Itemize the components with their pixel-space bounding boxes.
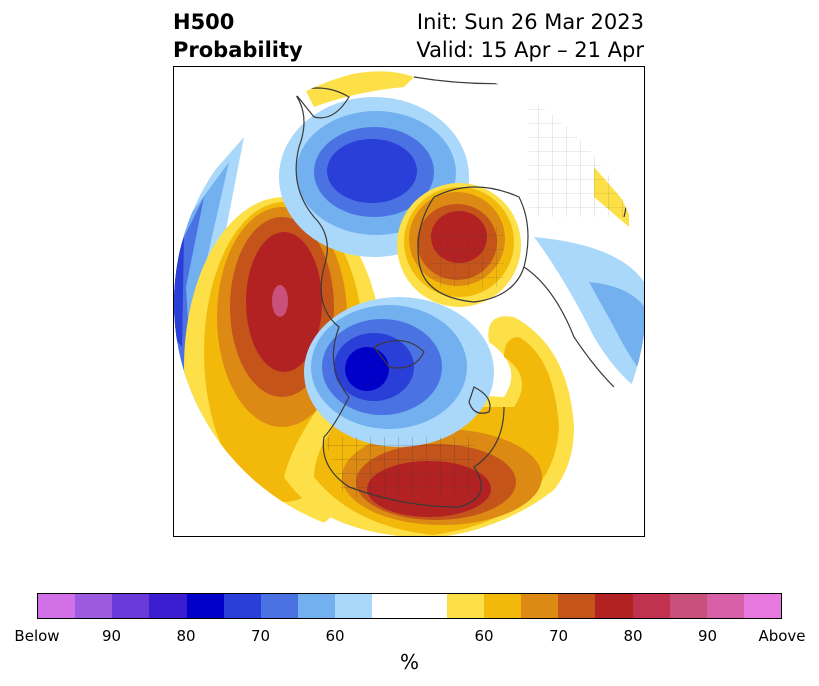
colorbar-segment: [706, 594, 744, 618]
colorbar-unit: %: [399, 650, 419, 674]
colorbar-segment: [75, 594, 113, 618]
tick-label: 70: [548, 627, 569, 645]
colorbar-segment: [409, 594, 447, 618]
colorbar-segment: [446, 594, 484, 618]
tick-label: 90: [697, 627, 718, 645]
colorbar-segment: [112, 594, 150, 618]
map-title: H500 Probability: [173, 8, 303, 64]
colorbar-segment: [298, 594, 336, 618]
colorbar-segment: [521, 594, 559, 618]
colorbar-segment: [38, 594, 76, 618]
colorbar-segment: [669, 594, 707, 618]
colorbar-segment: [223, 594, 261, 618]
colorbar-segment: [186, 594, 224, 618]
title-product: Probability: [173, 38, 303, 62]
colorbar-segment: [149, 594, 187, 618]
forecast-dates: Init: Sun 26 Mar 2023 Valid: 15 Apr – 21…: [416, 8, 644, 64]
tick-label: 80: [176, 627, 196, 645]
asia-borders: [529, 97, 624, 217]
colorbar-segment: [372, 594, 410, 618]
title-variable: H500: [173, 10, 235, 34]
tick-label: 80: [623, 627, 643, 645]
colorbar-segment: [743, 594, 782, 618]
map-canvas: [174, 67, 644, 536]
colorbar-segment: [335, 594, 373, 618]
colorbar: [37, 593, 782, 619]
europe-borders: [429, 227, 504, 287]
colorbar-segment: [595, 594, 633, 618]
colorbar-ticks: Below 90 80 70 60 60 70 80 90 Above: [14, 627, 805, 647]
colorbar-segment: [558, 594, 596, 618]
us-state-boundaries: [324, 437, 474, 497]
tick-label: 70: [250, 627, 271, 645]
tick-label: 60: [325, 627, 345, 645]
colorbar-segment: [260, 594, 299, 618]
init-date: Init: Sun 26 Mar 2023: [416, 10, 644, 34]
probability-map: [173, 66, 645, 537]
tick-label: 60: [474, 627, 494, 645]
tick-label: 90: [101, 627, 122, 645]
colorbar-segment: [483, 594, 522, 618]
colorbar-segment: [632, 594, 670, 618]
canada-below-anomaly: [304, 297, 494, 447]
east-asia-below-anomaly: [534, 237, 644, 397]
hemisphere-disc: [174, 67, 644, 536]
valid-range: Valid: 15 Apr – 21 Apr: [416, 38, 644, 62]
tick-label: Below: [14, 627, 60, 645]
tick-label: Above: [758, 627, 806, 645]
